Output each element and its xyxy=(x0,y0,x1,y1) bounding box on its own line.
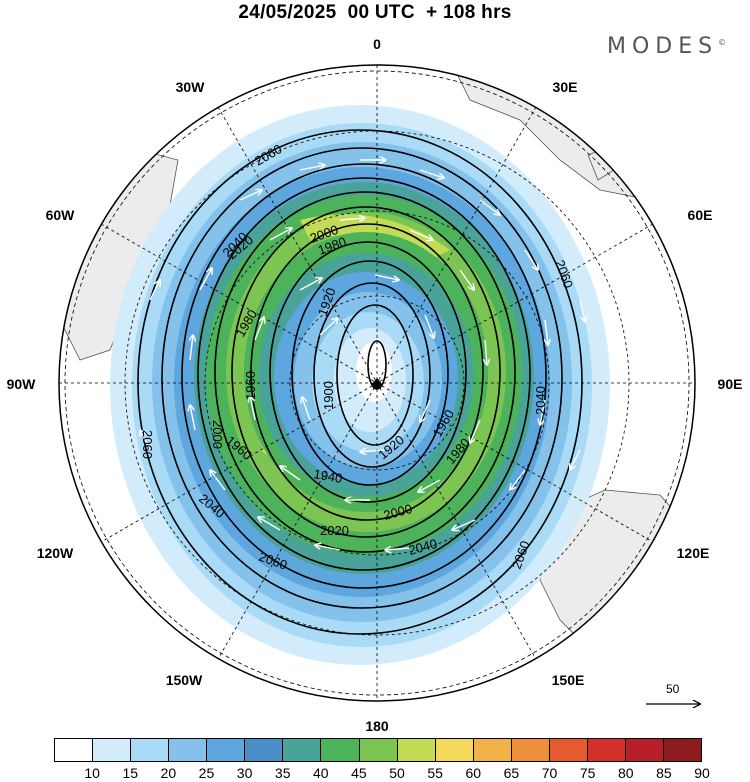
lon-label-90e: 90E xyxy=(718,376,743,392)
map-disc: 2060 2060 2060 2060 2060 2040 2040 2040 … xyxy=(59,65,695,701)
colorbar-labels: 10 15 20 25 30 35 40 45 50 55 60 65 70 75 80 85 90 xyxy=(54,765,709,781)
colorbar-label: 75 xyxy=(579,765,596,781)
colorbar-label: 30 xyxy=(236,765,253,781)
colorbar-cell xyxy=(131,739,170,761)
lon-label-120e: 120E xyxy=(677,545,710,561)
colorbar-cell xyxy=(169,739,208,761)
contour-label: 2000 xyxy=(382,501,414,523)
lon-label-30e: 30E xyxy=(553,79,578,95)
wind-speed-shading xyxy=(110,105,610,665)
colorbar-cell xyxy=(321,739,360,761)
colorbar-label: 40 xyxy=(313,765,329,781)
colorbar-label: 80 xyxy=(617,765,634,781)
lon-label-60e: 60E xyxy=(688,207,713,223)
lon-label-150w: 150W xyxy=(166,672,203,688)
chart-title: 24/05/2025 00 UTC + 108 hrs xyxy=(238,2,512,23)
colorbar-label: 35 xyxy=(274,765,291,781)
lon-label-60w: 60W xyxy=(46,207,76,223)
colorbar-cell xyxy=(93,739,132,761)
colorbar-label: 10 xyxy=(84,765,100,781)
colorbar-cell xyxy=(549,739,588,761)
colorbar-label: 60 xyxy=(465,765,482,781)
map-inner-ring xyxy=(64,70,690,696)
colorbar-cell xyxy=(435,739,474,761)
lon-label-120w: 120W xyxy=(37,545,74,561)
wind-vectors xyxy=(140,160,585,550)
lon-label-180: 180 xyxy=(365,718,389,734)
low-centre-marker xyxy=(372,378,382,390)
colorbar-label: 45 xyxy=(351,765,367,781)
contour-label: 1900 xyxy=(321,381,336,410)
colorbar-label: 15 xyxy=(122,765,139,781)
colorbar-cell xyxy=(207,739,246,761)
colorbar-label: 20 xyxy=(160,765,177,781)
lon-label-30w: 30W xyxy=(176,79,206,95)
lon-label-0: 0 xyxy=(373,36,381,52)
colorbar-cell xyxy=(283,739,322,761)
colorbar-label: 25 xyxy=(198,765,215,781)
contour-label: 1940 xyxy=(312,466,343,486)
colorbar-label: 70 xyxy=(541,765,558,781)
contour-label: 2040 xyxy=(407,536,439,558)
wind-reference-value: 50 xyxy=(666,682,680,696)
height-contours xyxy=(137,129,583,635)
colorbar-label: 65 xyxy=(503,765,520,781)
map-boundary xyxy=(58,64,696,702)
colorbar-label: 85 xyxy=(656,765,672,781)
colorbar xyxy=(54,738,702,762)
colorbar-cell xyxy=(245,739,284,761)
contour-label: 2020 xyxy=(320,523,349,538)
contour-label: 2040 xyxy=(533,386,548,415)
colorbar-cell xyxy=(397,739,436,761)
contour-label: 2000 xyxy=(210,420,225,449)
colorbar-label: 55 xyxy=(427,765,443,781)
colorbar-label: 90 xyxy=(694,765,710,781)
colorbar-cell xyxy=(473,739,512,761)
colorbar-cell xyxy=(511,739,550,761)
contour-label: 1960 xyxy=(243,371,258,400)
logo-text: MODES xyxy=(607,34,719,59)
colorbar-label: 50 xyxy=(389,765,405,781)
copyright-mark: © xyxy=(718,38,727,47)
contour-label: 2060 xyxy=(140,430,155,459)
lon-label-150e: 150E xyxy=(552,672,585,688)
longitude-labels: 0 30E 60E 90E 120E 150E 180 150W 120W 90… xyxy=(7,36,743,734)
colorbar-cell xyxy=(625,739,664,761)
colorbar-cell xyxy=(55,739,94,761)
lon-label-90w: 90W xyxy=(7,376,37,392)
colorbar-cell xyxy=(359,739,398,761)
colorbar-cell xyxy=(587,739,626,761)
modes-logo: MODES© xyxy=(607,34,726,59)
colorbar-cell xyxy=(664,739,702,761)
